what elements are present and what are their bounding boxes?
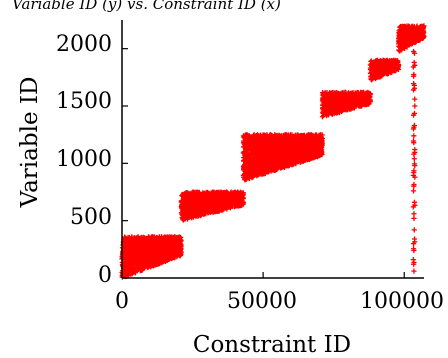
dense-band <box>122 236 182 252</box>
data-point <box>127 263 134 269</box>
block-2 <box>178 189 246 223</box>
data-point <box>134 254 140 260</box>
block-3 <box>240 132 325 183</box>
dense-band <box>181 192 244 203</box>
block-5 <box>367 57 402 83</box>
data-point <box>164 255 170 261</box>
dense-band <box>322 92 371 102</box>
data-point <box>123 268 129 274</box>
top-caption-fragment: Variable ID (y) vs. Constraint ID (x) <box>12 0 281 13</box>
data-points <box>119 23 427 280</box>
block-1 <box>119 234 184 280</box>
data-point <box>132 259 138 266</box>
block-4 <box>319 89 373 120</box>
dense-band <box>243 134 323 151</box>
data-point <box>123 258 129 265</box>
data-point <box>148 254 154 260</box>
data-point <box>139 266 145 272</box>
